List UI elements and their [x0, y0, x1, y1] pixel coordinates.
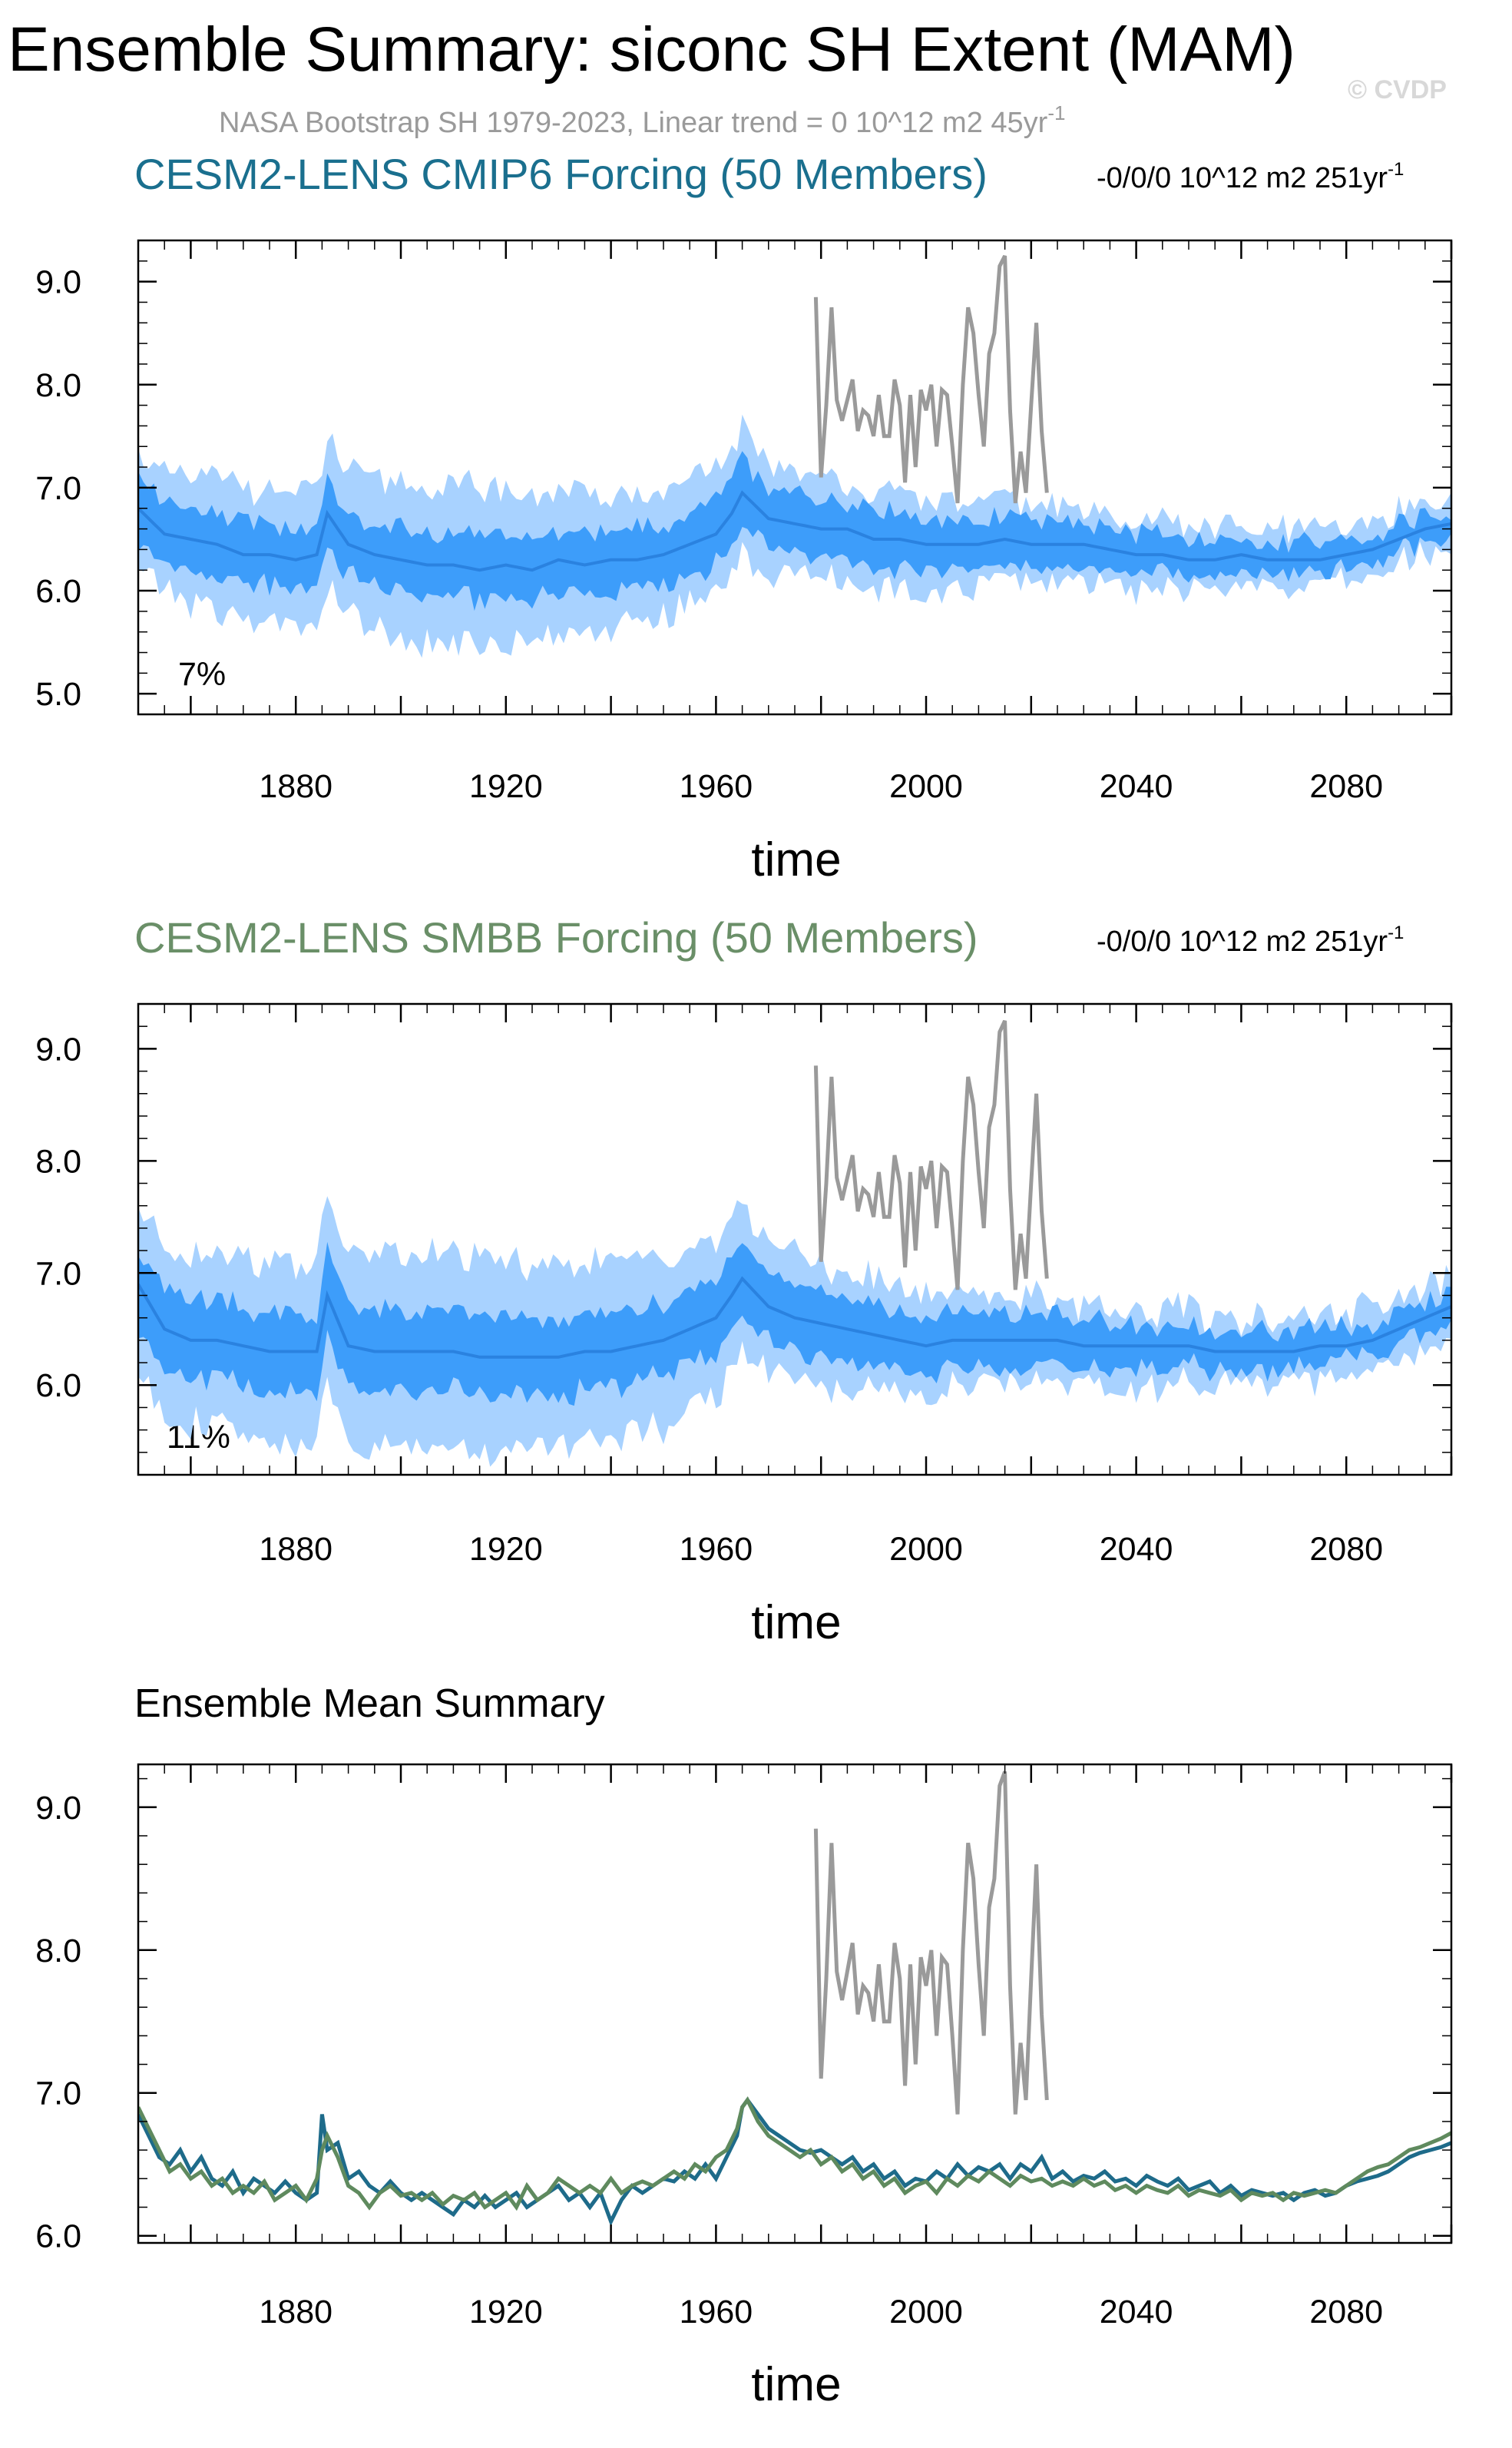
y-tick-label-smbb: 9.0	[35, 1031, 81, 1068]
panel-cmip6-trend: -0/0/0 10^12 m2 251yr-1	[1097, 159, 1404, 194]
plot-area-cmip6	[138, 254, 1451, 658]
x-tick-label-cmip6: 1880	[259, 768, 333, 805]
ensemble-inner-band-smbb	[138, 1241, 1451, 1406]
ensemble-mean-line-cmip6	[138, 490, 1451, 572]
panel-ensemble-mean-xlabel: time	[751, 2358, 841, 2411]
x-tick-label-smbb: 1960	[680, 1531, 753, 1568]
obs-line-smbb	[813, 1019, 1049, 1290]
panel-smbb-xlabel: time	[751, 1596, 841, 1649]
panel-cmip6-percent: 7%	[178, 656, 226, 693]
obs-subtitle: NASA Bootstrap SH 1979-2023, Linear tren…	[219, 101, 1065, 139]
y-tick-label-ensmean: 7.0	[35, 2075, 81, 2112]
x-tick-label-smbb: 1880	[259, 1531, 333, 1568]
x-tick-label-smbb: 2000	[889, 1531, 963, 1568]
y-tick-label-smbb: 8.0	[35, 1143, 81, 1180]
x-tick-label-smbb: 1920	[469, 1531, 543, 1568]
panel-cmip6: CESM2-LENS CMIP6 Forcing (50 Members) -0…	[35, 150, 1453, 886]
y-tick-label-ensmean: 9.0	[35, 1790, 81, 1827]
panel-smbb-trend-text: -0/0/0 10^12 m2 251yr	[1097, 926, 1388, 958]
plot-frame-ensmean	[137, 1763, 1453, 2244]
panel-cmip6-trend-sup: -1	[1388, 159, 1404, 180]
x-tick-label-cmip6: 1960	[680, 768, 753, 805]
plot-area-ensmean	[138, 1771, 1451, 2227]
panel-ensemble-mean-title: Ensemble Mean Summary	[134, 1681, 605, 1726]
obs-line-ensmean	[813, 1771, 1049, 2115]
y-tick-label-cmip6: 5.0	[35, 676, 81, 713]
x-tick-label-ensmean: 2080	[1309, 2294, 1383, 2330]
x-tick-label-cmip6: 2000	[889, 768, 963, 805]
y-tick-label-smbb: 6.0	[35, 1367, 81, 1404]
panel-cmip6-xlabel: time	[751, 833, 841, 886]
x-tick-label-ensmean: 2040	[1100, 2294, 1173, 2330]
copyright-mark: © CVDP	[1348, 75, 1447, 104]
cmip6-mean-line-ensmean	[138, 2096, 1451, 2227]
x-tick-label-cmip6: 2080	[1309, 768, 1383, 805]
x-tick-label-cmip6: 1920	[469, 768, 543, 805]
y-tick-label-cmip6: 8.0	[35, 367, 81, 404]
x-tick-label-ensmean: 1960	[680, 2294, 753, 2330]
panel-smbb-title: CESM2-LENS SMBB Forcing (50 Members)	[134, 913, 978, 962]
x-tick-label-ensmean: 2000	[889, 2294, 963, 2330]
y-tick-label-ensmean: 6.0	[35, 2218, 81, 2255]
y-tick-label-ensmean: 8.0	[35, 1933, 81, 1969]
plot-area-smbb	[138, 1019, 1451, 1467]
x-tick-label-ensmean: 1880	[259, 2294, 333, 2330]
x-tick-label-cmip6: 2040	[1100, 768, 1173, 805]
panel-smbb-trend-sup: -1	[1388, 923, 1404, 943]
x-tick-label-smbb: 2040	[1100, 1531, 1173, 1568]
y-tick-label-smbb: 7.0	[35, 1255, 81, 1292]
panel-smbb: CESM2-LENS SMBB Forcing (50 Members) -0/…	[35, 913, 1453, 1649]
main-title: Ensemble Summary: siconc SH Extent (MAM)	[8, 15, 1295, 84]
panel-smbb-trend: -0/0/0 10^12 m2 251yr-1	[1097, 923, 1404, 958]
obs-subtitle-text: NASA Bootstrap SH 1979-2023, Linear tren…	[219, 107, 1048, 139]
smbb-mean-line-ensmean	[138, 2096, 1451, 2211]
ensemble-mean-line-smbb	[138, 1276, 1451, 1359]
x-tick-label-ensmean: 1920	[469, 2294, 543, 2330]
y-tick-label-cmip6: 7.0	[35, 470, 81, 507]
obs-subtitle-sup: -1	[1047, 101, 1065, 124]
y-tick-label-cmip6: 6.0	[35, 573, 81, 610]
panel-ensemble-mean: Ensemble Mean Summary time 1880 1920 1960 2…	[35, 1681, 1453, 2411]
panel-cmip6-title: CESM2-LENS CMIP6 Forcing (50 Members)	[134, 150, 988, 198]
obs-line-cmip6	[813, 254, 1049, 504]
x-tick-label-smbb: 2080	[1309, 1531, 1383, 1568]
ensemble-inner-band-cmip6	[138, 451, 1451, 611]
y-tick-label-cmip6: 9.0	[35, 264, 81, 301]
panel-cmip6-trend-text: -0/0/0 10^12 m2 251yr	[1097, 162, 1388, 194]
